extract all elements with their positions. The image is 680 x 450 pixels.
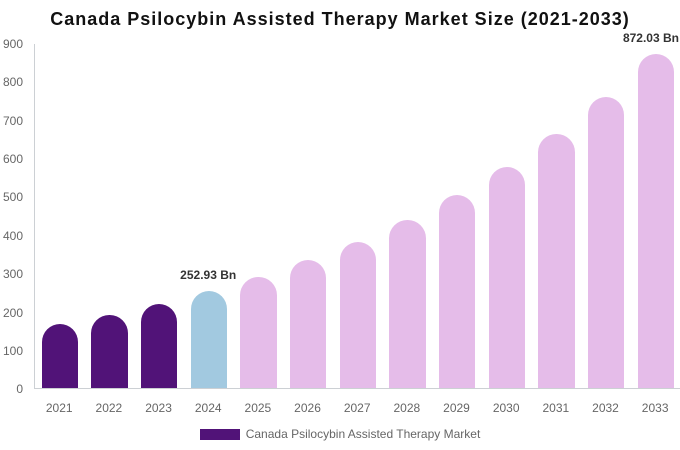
bar-2026 (289, 260, 327, 389)
bar-2025 (240, 276, 277, 389)
y-tick-label: 600 (2, 151, 23, 166)
x-tick-label: 2025 (244, 401, 272, 415)
x-tick-label: 2031 (542, 401, 570, 415)
bar-2021 (41, 324, 79, 389)
y-tick-label: 500 (2, 190, 23, 205)
data-label-2033: 872.03 Bn (622, 30, 679, 45)
x-tick-label: 2028 (393, 401, 421, 415)
plot-area (34, 43, 680, 390)
bar-2027 (339, 241, 377, 389)
bar-2029 (438, 195, 476, 389)
y-tick-label: 900 (2, 36, 23, 51)
y-tick-label: 100 (2, 343, 23, 358)
legend-item[interactable]: Canada Psilocybin Assisted Therapy Marke… (0, 427, 680, 441)
x-tick-label: 2032 (592, 401, 619, 415)
y-tick-label: 400 (2, 228, 23, 243)
y-tick-label: 800 (2, 75, 23, 90)
bar-2033 (637, 53, 675, 389)
x-tick-label: 2029 (443, 401, 470, 415)
data-label-2024: 252.93 Bn (180, 268, 237, 283)
x-tick-label: 2030 (492, 401, 520, 415)
x-tick-label: 2026 (294, 401, 321, 415)
bar-2023 (140, 303, 178, 389)
bar-2031 (538, 134, 575, 389)
y-tick-label: 300 (2, 267, 23, 282)
y-tick-label: 0 (16, 382, 23, 397)
bar-2024 (190, 291, 228, 389)
bar-2032 (587, 96, 625, 389)
y-tick-label: 200 (2, 305, 23, 320)
bar-2030 (488, 166, 526, 389)
x-tick-label: 2027 (343, 401, 371, 415)
legend-label: Canada Psilocybin Assisted Therapy Marke… (245, 427, 481, 441)
x-tick-label: 2023 (145, 401, 172, 415)
x-tick-label: 2022 (95, 401, 123, 415)
x-tick-label: 2024 (194, 401, 222, 415)
legend-swatch (199, 428, 240, 440)
bar-2028 (389, 220, 426, 389)
bar-2022 (91, 314, 128, 389)
chart-title: Canada Psilocybin Assisted Therapy Marke… (50, 9, 630, 29)
x-tick-label: 2021 (45, 401, 73, 415)
y-tick-label: 700 (2, 113, 23, 128)
x-tick-label: 2033 (641, 401, 669, 415)
